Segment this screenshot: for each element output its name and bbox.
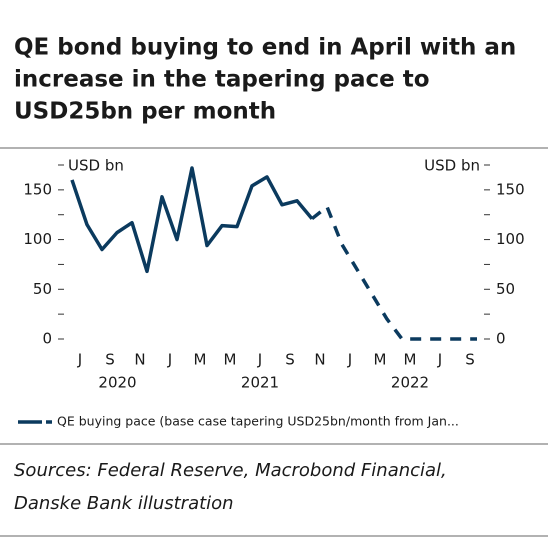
x-year-label: 2021 — [241, 374, 279, 392]
y2-tick-label: 50 — [496, 280, 515, 298]
chart-title: QE bond buying to end in April with an — [14, 35, 516, 61]
x-tick-label: J — [77, 351, 82, 369]
source: Danske Bank illustration — [14, 493, 234, 514]
x-tick-label: J — [347, 351, 352, 369]
y2-tick-label: 100 — [496, 230, 525, 248]
y-tick-label: 0 — [42, 330, 52, 348]
x-tick-label: S — [105, 351, 115, 369]
x-tick-label: M — [404, 351, 417, 369]
x-tick-label: M — [374, 351, 387, 369]
x-tick-label: S — [465, 351, 475, 369]
line-series — [310, 205, 477, 341]
y-axis-label: USD bn — [68, 157, 124, 175]
x-tick-label: S — [285, 351, 295, 369]
x-tick-label: J — [437, 351, 442, 369]
chart-title: USD25bn per month — [14, 99, 276, 125]
x-tick-label: N — [314, 351, 325, 369]
x-tick-label: J — [257, 351, 262, 369]
y-tick-label: 100 — [23, 230, 52, 248]
chart-title: increase in the tapering pace to — [14, 67, 430, 93]
x-tick-label: N — [134, 351, 145, 369]
x-year-label: 2020 — [98, 374, 136, 392]
x-tick-label: J — [167, 351, 172, 369]
y-tick-label: 50 — [33, 280, 52, 298]
y2-axis-label: USD bn — [424, 157, 480, 175]
y2-tick-label: 150 — [496, 180, 525, 198]
x-year-label: 2022 — [391, 374, 429, 392]
x-tick-label: M — [194, 351, 207, 369]
y-tick-label: 150 — [23, 180, 52, 198]
y2-tick-label: 0 — [496, 330, 506, 348]
source: Sources: Federal Reserve, Macrobond Fina… — [14, 460, 447, 481]
x-tick-label: M — [224, 351, 237, 369]
legend-label: QE buying pace (base case tapering USD25… — [57, 414, 459, 429]
line-series — [70, 166, 314, 274]
